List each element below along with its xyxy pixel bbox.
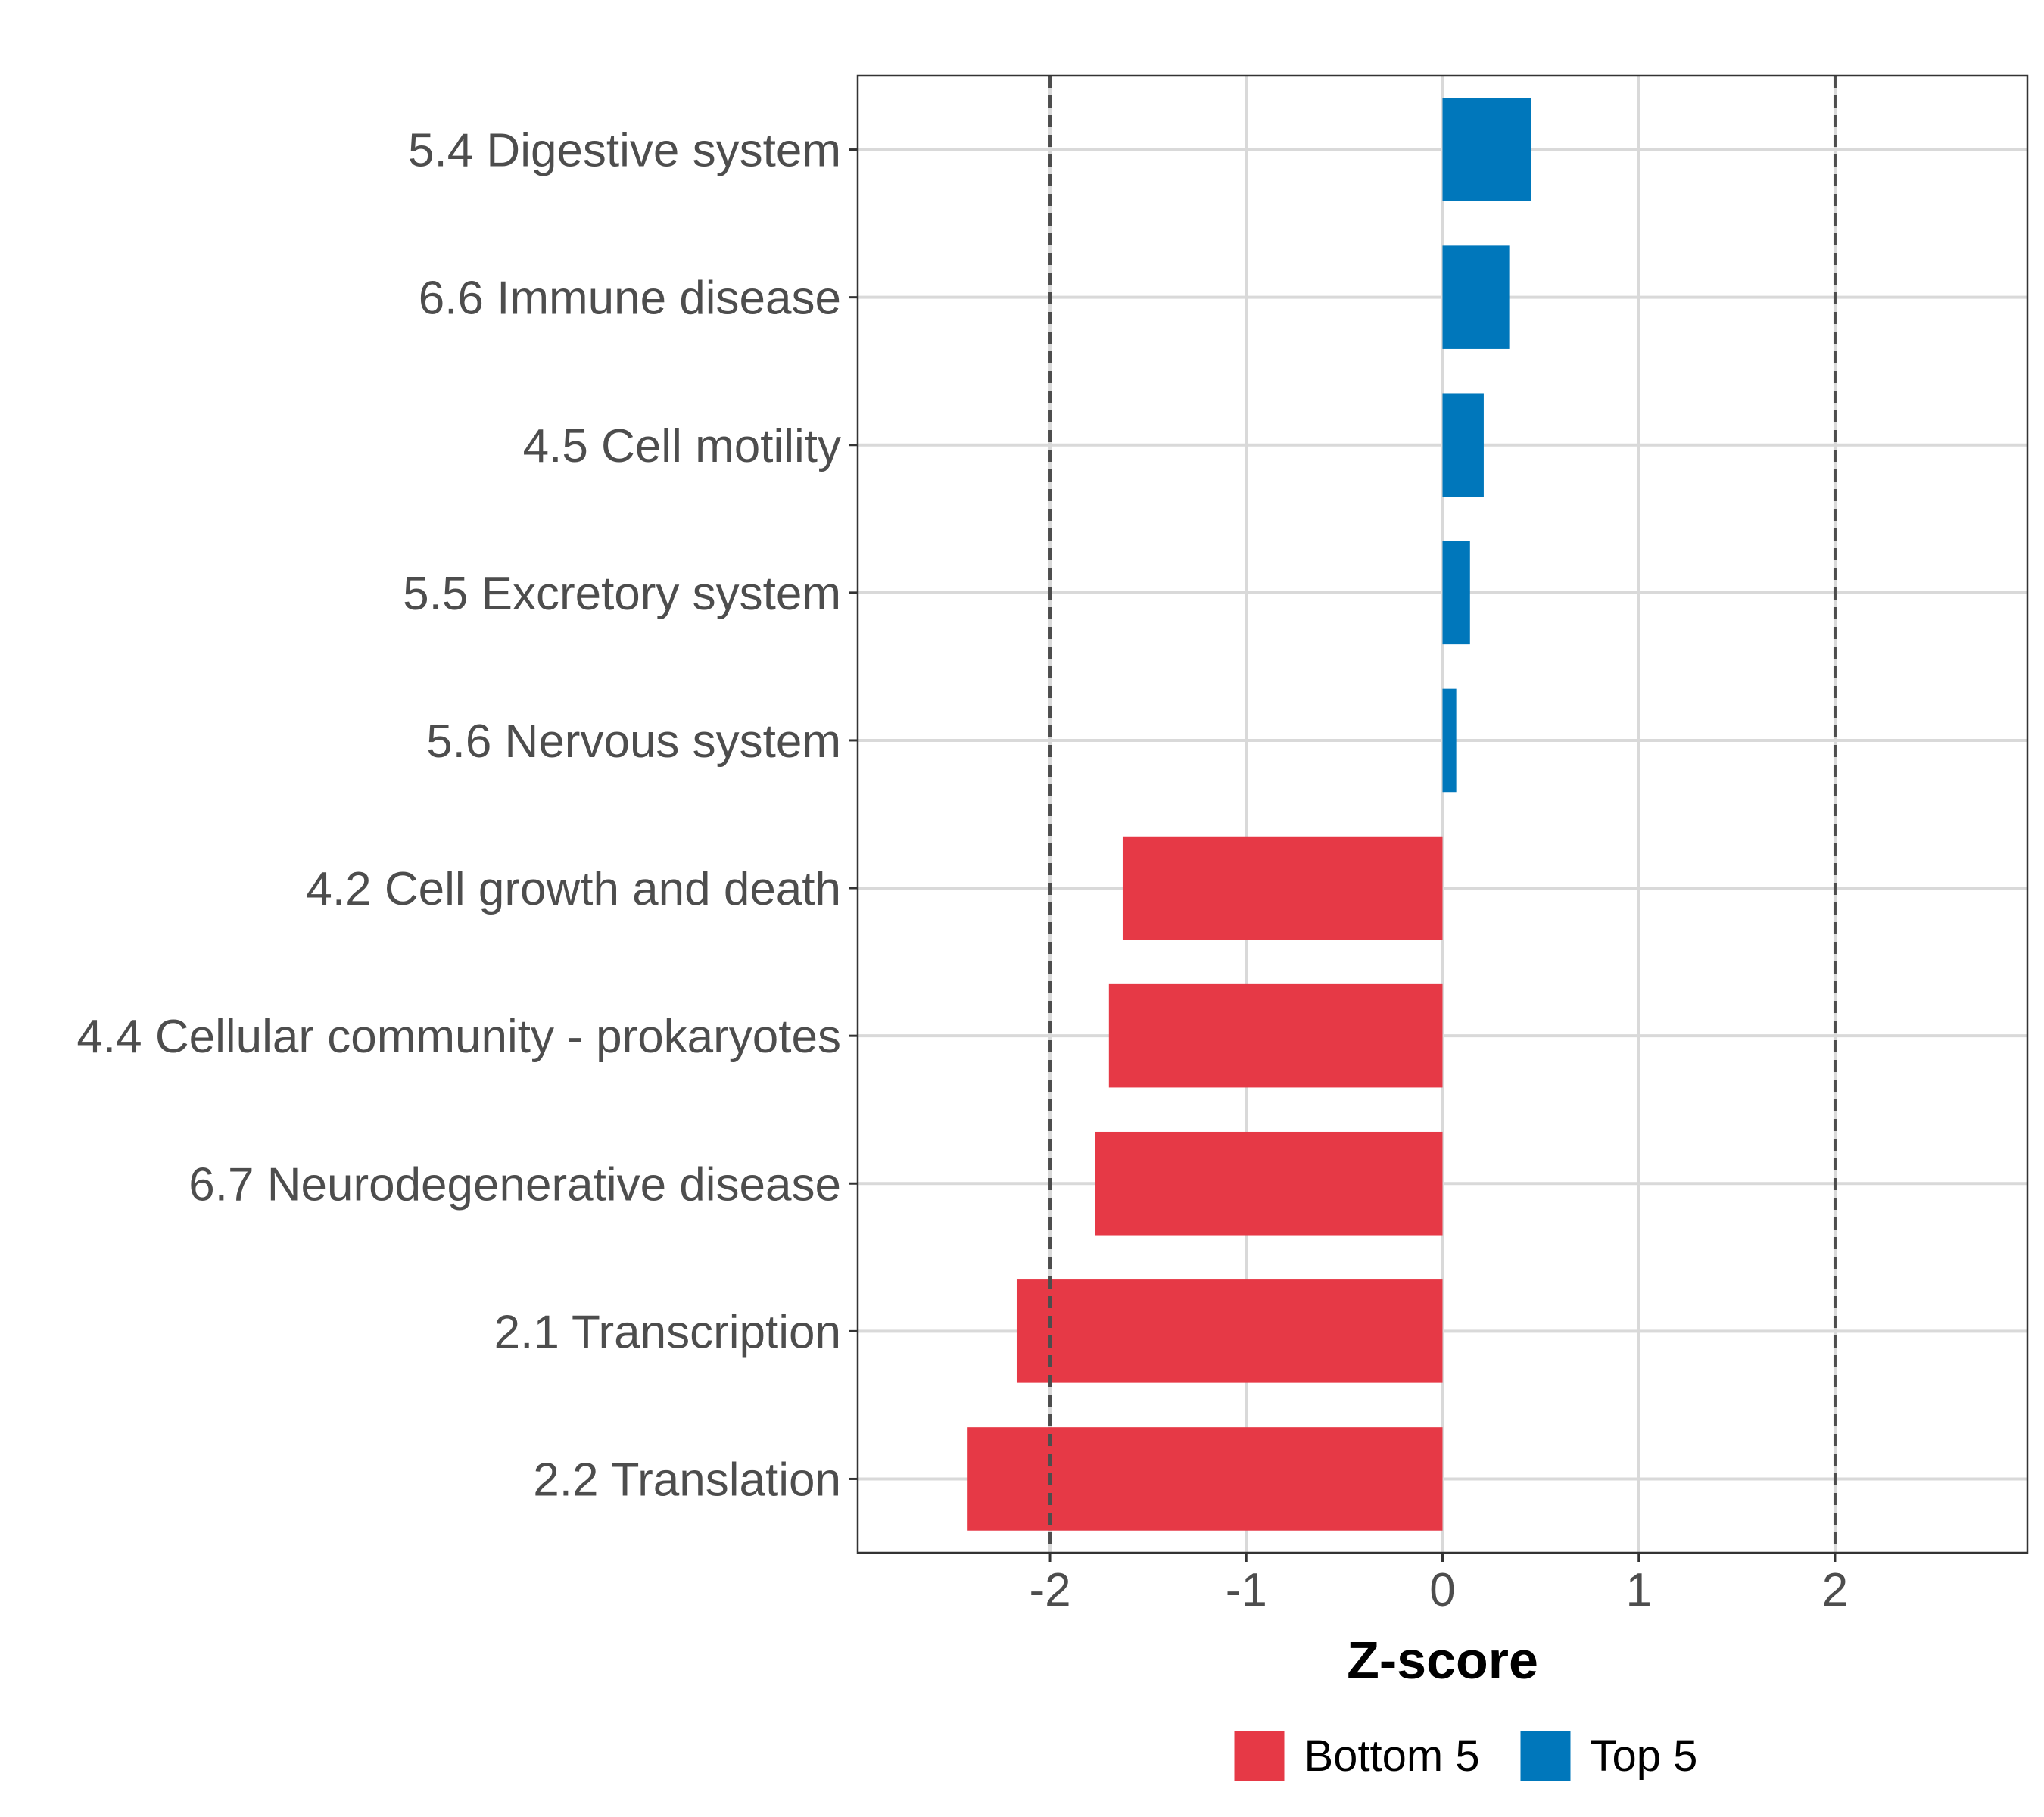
bar-1 [1442, 98, 1531, 201]
reference-lines [1048, 76, 1837, 1553]
x-tick-label: 1 [1625, 1564, 1651, 1616]
category-label: 5.4 Digestive system [408, 125, 841, 177]
bar-7 [1108, 983, 1443, 1088]
legend-key-2 [1520, 1731, 1571, 1781]
category-label: 2.1 Transcription [494, 1306, 841, 1358]
category-label: 6.6 Immune disease [419, 273, 841, 325]
bar-10 [967, 1427, 1443, 1531]
category-label: 5.5 Excretory system [403, 568, 841, 620]
x-tick-label: 0 [1429, 1564, 1455, 1616]
bar-3 [1442, 393, 1484, 497]
category-label: 2.2 Translation [533, 1454, 841, 1506]
x-tick-label: -1 [1226, 1564, 1267, 1616]
bar-4 [1442, 541, 1470, 645]
legend: Bottom 5 Top 5 [1234, 1731, 1698, 1781]
category-label: 4.5 Cell motility [523, 420, 841, 472]
x-axis: -2 -1 0 1 2 [1029, 1553, 1848, 1616]
x-tick-label: 2 [1822, 1564, 1848, 1616]
category-label: 5.6 Nervous system [426, 715, 841, 768]
bar-6 [1122, 836, 1443, 940]
x-tick-label: -2 [1029, 1564, 1070, 1616]
legend-key-1 [1234, 1731, 1285, 1781]
bar-2 [1442, 245, 1510, 349]
legend-label: Bottom 5 [1304, 1731, 1480, 1781]
y-axis: 5.4 Digestive system 6.6 Immune disease 4.… [76, 125, 858, 1506]
bar-5 [1442, 688, 1457, 793]
category-label: 4.2 Cell growth and death [306, 863, 841, 915]
x-axis-title: Z-score [1347, 1631, 1538, 1690]
bar-8 [1095, 1131, 1443, 1236]
bars [967, 98, 1531, 1531]
category-label: 4.4 Cellular community - prokaryotes [76, 1011, 841, 1063]
legend-label: Top 5 [1591, 1731, 1698, 1781]
category-label: 6.7 Neurodegenerative disease [189, 1158, 841, 1211]
bar-9 [1016, 1279, 1443, 1383]
